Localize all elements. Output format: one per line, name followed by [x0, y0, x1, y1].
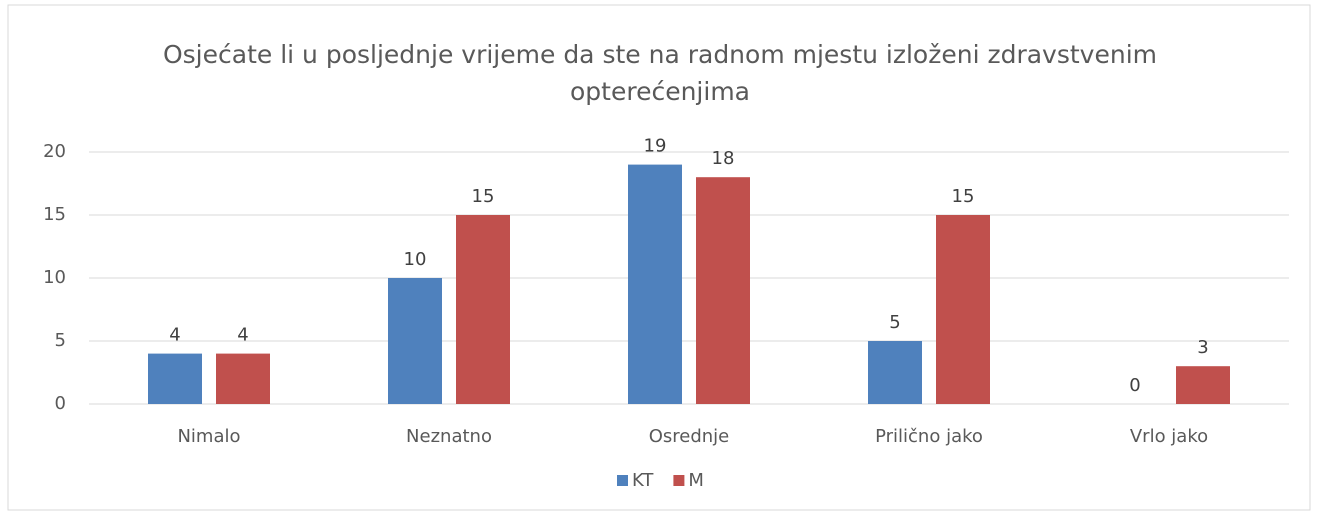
- bar: [696, 177, 750, 404]
- data-label: 0: [1129, 375, 1140, 396]
- x-tick-label: Nimalo: [177, 426, 240, 447]
- bar: [1176, 366, 1230, 404]
- x-tick-label: Vrlo jako: [1130, 426, 1208, 447]
- bar: [388, 278, 442, 404]
- data-label: 15: [472, 186, 495, 207]
- chart-border: [7, 4, 1311, 511]
- data-label: 4: [237, 325, 248, 346]
- data-label: 4: [169, 325, 180, 346]
- y-tick-label: 10: [43, 267, 66, 288]
- legend-label: KT: [632, 470, 654, 491]
- bar: [628, 164, 682, 404]
- bar: [456, 215, 510, 404]
- bar: [936, 215, 990, 404]
- x-tick-label: Prilično jako: [875, 426, 983, 447]
- legend-swatch: [673, 475, 685, 486]
- y-tick-label: 5: [55, 330, 66, 351]
- chart-title: Osjećate li u posljednje vrijeme da ste …: [162, 40, 1158, 106]
- bar: [868, 341, 922, 404]
- y-tick-label: 20: [43, 141, 66, 162]
- x-tick-label: Neznatno: [406, 426, 492, 447]
- data-label: 10: [404, 249, 427, 270]
- data-label: 5: [889, 312, 900, 333]
- data-label: 18: [712, 148, 735, 169]
- x-tick-label: Osrednje: [649, 426, 730, 447]
- data-label: 15: [952, 186, 975, 207]
- y-tick-label: 0: [55, 393, 66, 414]
- data-label: 3: [1197, 337, 1208, 358]
- data-label: 19: [644, 136, 667, 157]
- y-tick-label: 15: [43, 204, 66, 225]
- bar: [148, 353, 202, 404]
- legend-swatch: [617, 475, 628, 486]
- bar: [216, 353, 270, 404]
- legend-label: M: [688, 470, 704, 491]
